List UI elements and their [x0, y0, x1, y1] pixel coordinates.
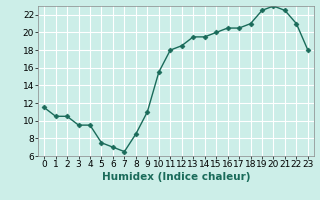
- X-axis label: Humidex (Indice chaleur): Humidex (Indice chaleur): [102, 172, 250, 182]
